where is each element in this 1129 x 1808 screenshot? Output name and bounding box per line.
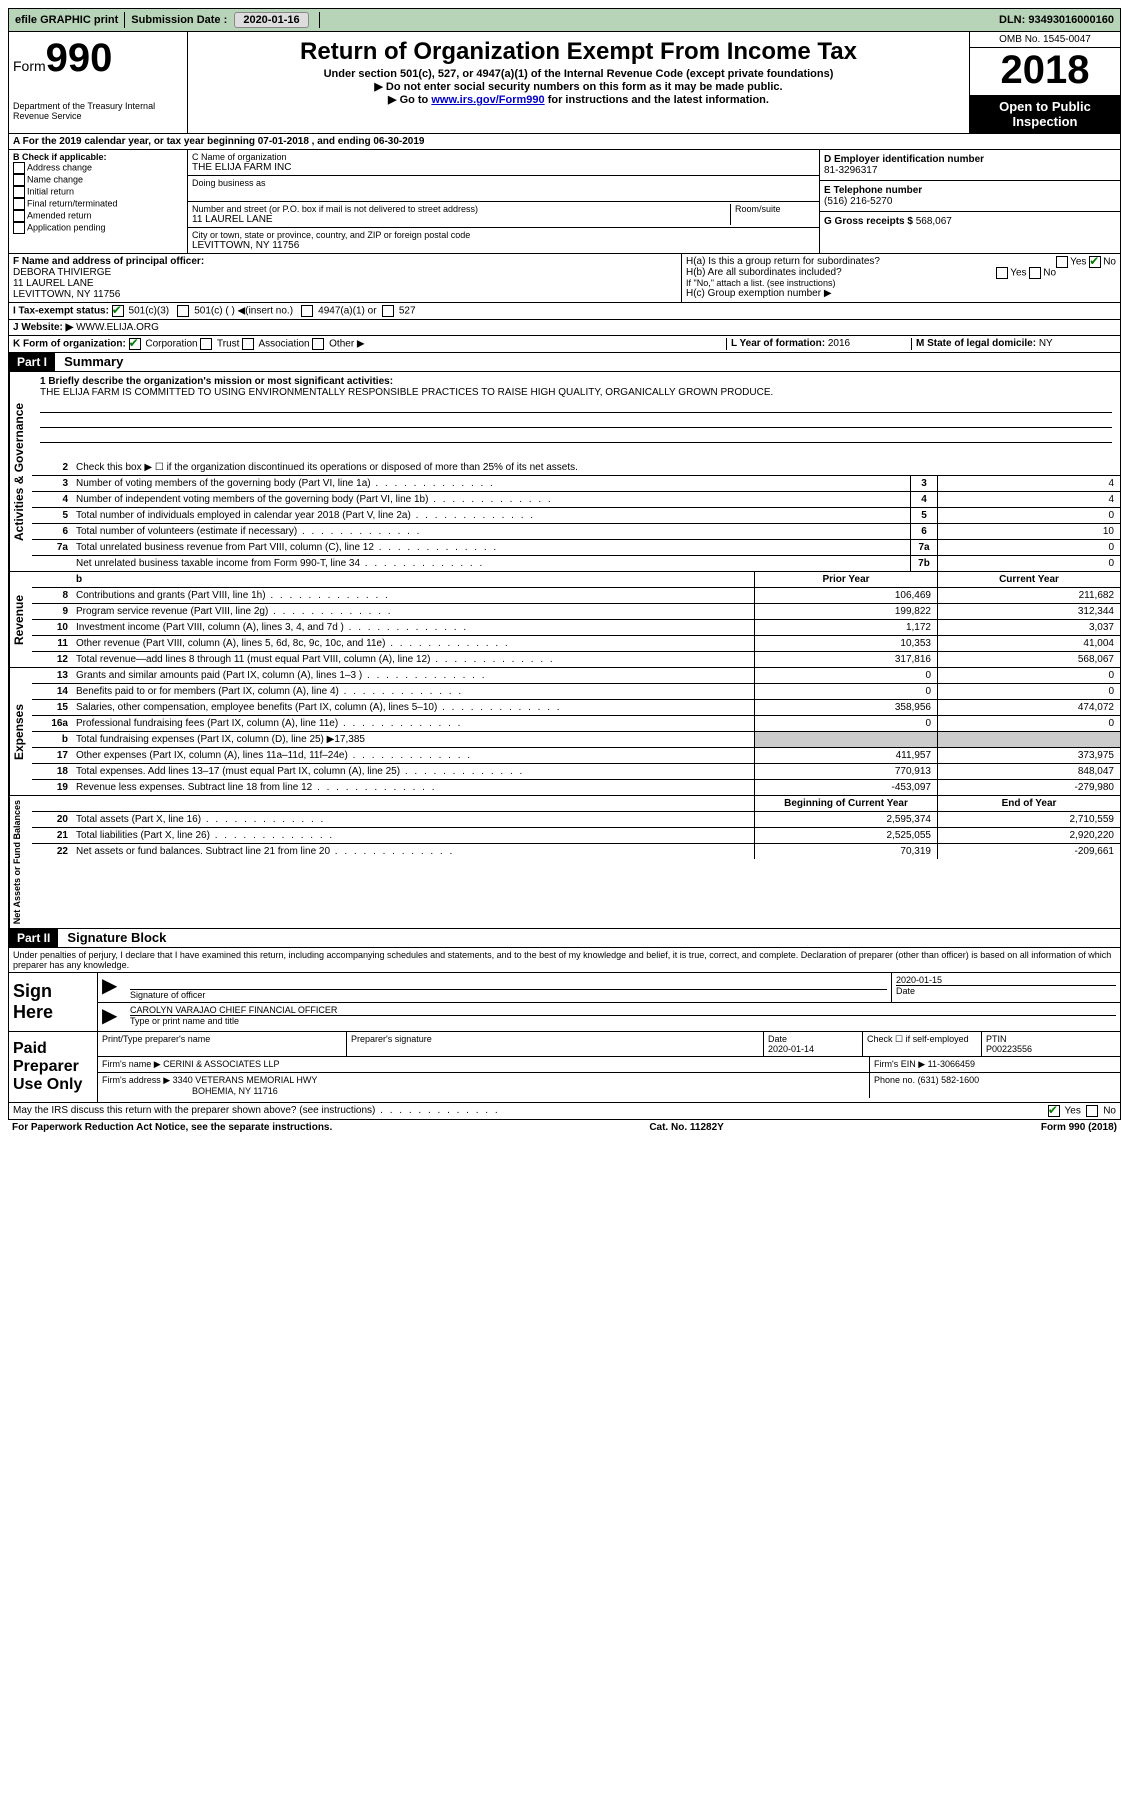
tax-year-line: A For the 2019 calendar year, or tax yea…: [8, 134, 1121, 150]
expenses-section: Expenses 13Grants and similar amounts pa…: [8, 668, 1121, 796]
org-address: 11 LAUREL LANE: [192, 214, 726, 225]
arrow-icon: ▶: [98, 1003, 126, 1028]
501c3-checkbox[interactable]: [112, 305, 124, 317]
expense-line: 17Other expenses (Part IX, column (A), l…: [32, 748, 1120, 764]
revenue-line: 9Program service revenue (Part VIII, lin…: [32, 604, 1120, 620]
submission-date-value: 2020-01-16: [234, 12, 308, 28]
netassets-line: 20Total assets (Part X, line 16)2,595,37…: [32, 812, 1120, 828]
arrow-icon: ▶: [98, 973, 126, 1002]
activities-governance: Activities & Governance 1 Briefly descri…: [8, 372, 1121, 572]
form-990-box: Form990 Department of the Treasury Inter…: [9, 32, 188, 133]
officer-group-block: F Name and address of principal officer:…: [8, 254, 1121, 303]
final-return-checkbox[interactable]: [13, 198, 25, 210]
netassets-header: Beginning of Current Year End of Year: [32, 796, 1120, 812]
state-domicile: NY: [1039, 338, 1053, 349]
submission-date: Submission Date : 2020-01-16: [125, 12, 319, 28]
revenue-header: b Prior Year Current Year: [32, 572, 1120, 588]
ha-yes-checkbox[interactable]: [1056, 256, 1068, 268]
ein-phone-block: D Employer identification number 81-3296…: [820, 150, 1120, 253]
page-footer: For Paperwork Reduction Act Notice, see …: [8, 1120, 1121, 1135]
expense-line: 13Grants and similar amounts paid (Part …: [32, 668, 1120, 684]
telephone-value: (516) 216-5270: [824, 196, 1116, 207]
discuss-no-checkbox[interactable]: [1086, 1105, 1098, 1117]
signature-block: Under penalties of perjury, I declare th…: [8, 948, 1121, 1103]
discuss-row: May the IRS discuss this return with the…: [8, 1103, 1121, 1120]
website-row: J Website: ▶ WWW.ELIJA.ORG: [8, 320, 1121, 336]
top-bar: efile GRAPHIC print Submission Date : 20…: [8, 8, 1121, 32]
gov-line: 3Number of voting members of the governi…: [32, 476, 1120, 492]
association-checkbox[interactable]: [242, 338, 254, 350]
penalties-note: Under penalties of perjury, I declare th…: [9, 948, 1120, 973]
expense-line: 19Revenue less expenses. Subtract line 1…: [32, 780, 1120, 795]
gov-line: 5Total number of individuals employed in…: [32, 508, 1120, 524]
4947-checkbox[interactable]: [301, 305, 313, 317]
part2-header: Part II Signature Block: [8, 929, 1121, 948]
revenue-line: 10Investment income (Part VIII, column (…: [32, 620, 1120, 636]
net-assets-section: Net Assets or Fund Balances Beginning of…: [8, 796, 1121, 929]
gov-line: 7aTotal unrelated business revenue from …: [32, 540, 1120, 556]
mission-text: THE ELIJA FARM IS COMMITTED TO USING ENV…: [40, 387, 1112, 398]
gov-line: 6Total number of volunteers (estimate if…: [32, 524, 1120, 540]
officer-sig-date: 2020-01-15: [896, 975, 1116, 986]
dln: DLN: 93493016000160: [993, 12, 1120, 28]
expense-line: 14Benefits paid to or for members (Part …: [32, 684, 1120, 700]
netassets-line: 21Total liabilities (Part X, line 26)2,5…: [32, 828, 1120, 844]
amended-return-checkbox[interactable]: [13, 210, 25, 222]
initial-return-checkbox[interactable]: [13, 186, 25, 198]
group-return: H(a) Is this a group return for subordin…: [682, 254, 1120, 302]
hb-no-checkbox[interactable]: [1029, 267, 1041, 279]
form-title: Return of Organization Exempt From Incom…: [192, 38, 965, 66]
preparer-date: 2020-01-14: [768, 1044, 858, 1054]
application-pending-checkbox[interactable]: [13, 222, 25, 234]
501c-checkbox[interactable]: [177, 305, 189, 317]
tax-exempt-status: I Tax-exempt status: 501(c)(3) 501(c) ( …: [8, 303, 1121, 320]
firm-name: CERINI & ASSOCIATES LLP: [163, 1059, 279, 1069]
address-change-checkbox[interactable]: [13, 162, 25, 174]
trust-checkbox[interactable]: [200, 338, 212, 350]
identity-block: B Check if applicable: Address change Na…: [8, 150, 1121, 254]
ein-value: 81-3296317: [824, 165, 1116, 176]
form-header: Form990 Department of the Treasury Inter…: [8, 32, 1121, 134]
discuss-yes-checkbox[interactable]: [1048, 1105, 1060, 1117]
expense-line: 18Total expenses. Add lines 13–17 (must …: [32, 764, 1120, 780]
expense-line: bTotal fundraising expenses (Part IX, co…: [32, 732, 1120, 748]
expense-line: 16aProfessional fundraising fees (Part I…: [32, 716, 1120, 732]
form990-link[interactable]: www.irs.gov/Form990: [431, 94, 544, 106]
org-city: LEVITTOWN, NY 11756: [192, 240, 815, 251]
check-if-applicable: B Check if applicable: Address change Na…: [9, 150, 188, 253]
other-checkbox[interactable]: [312, 338, 324, 350]
527-checkbox[interactable]: [382, 305, 394, 317]
expense-line: 15Salaries, other compensation, employee…: [32, 700, 1120, 716]
revenue-line: 12Total revenue—add lines 8 through 11 (…: [32, 652, 1120, 667]
gov-line: 4Number of independent voting members of…: [32, 492, 1120, 508]
revenue-section: Revenue b Prior Year Current Year 8Contr…: [8, 572, 1121, 668]
revenue-line: 8Contributions and grants (Part VIII, li…: [32, 588, 1120, 604]
ptin-value: P00223556: [986, 1044, 1116, 1054]
part1-header: Part I Summary: [8, 353, 1121, 372]
org-name: THE ELIJA FARM INC: [192, 162, 815, 173]
hb-yes-checkbox[interactable]: [996, 267, 1008, 279]
revenue-line: 11Other revenue (Part VIII, column (A), …: [32, 636, 1120, 652]
year-box: OMB No. 1545-0047 2018 Open to Public In…: [970, 32, 1120, 133]
efile-label: efile GRAPHIC print: [9, 12, 125, 28]
gross-receipts: 568,067: [916, 216, 952, 227]
officer-name: CAROLYN VARAJAO CHIEF FINANCIAL OFFICER: [130, 1005, 1116, 1016]
corporation-checkbox[interactable]: [129, 338, 141, 350]
year-formation: 2016: [828, 338, 850, 349]
form-of-org-row: K Form of organization: Corporation Trus…: [8, 336, 1121, 353]
firm-address: 3340 VETERANS MEMORIAL HWY: [173, 1075, 318, 1085]
form-title-block: Return of Organization Exempt From Incom…: [188, 32, 970, 133]
name-address-block: C Name of organization THE ELIJA FARM IN…: [188, 150, 820, 253]
ha-no-checkbox[interactable]: [1089, 256, 1101, 268]
netassets-line: 22Net assets or fund balances. Subtract …: [32, 844, 1120, 859]
gov-line: Net unrelated business taxable income fr…: [32, 556, 1120, 571]
name-change-checkbox[interactable]: [13, 174, 25, 186]
firm-phone: (631) 582-1600: [918, 1075, 980, 1085]
website-value: WWW.ELIJA.ORG: [76, 322, 159, 333]
firm-ein: 11-3066459: [928, 1059, 975, 1069]
mission-block: 1 Briefly describe the organization's mi…: [32, 372, 1120, 460]
principal-officer: F Name and address of principal officer:…: [9, 254, 682, 302]
